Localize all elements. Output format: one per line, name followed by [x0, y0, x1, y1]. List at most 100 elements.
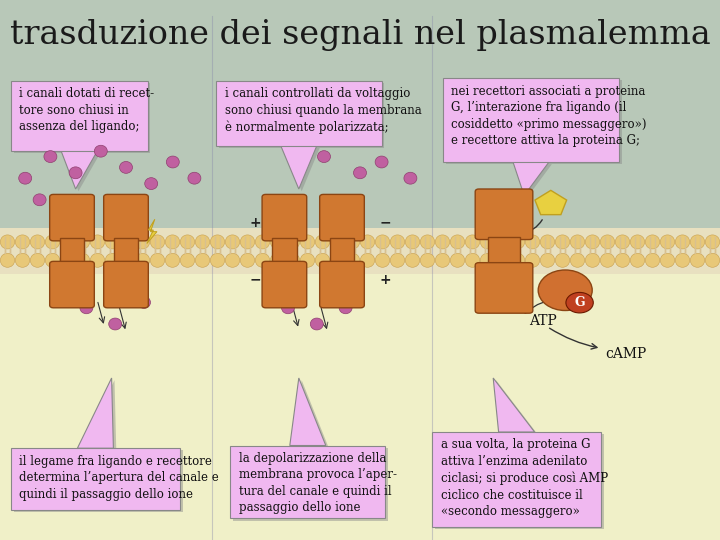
Polygon shape	[513, 162, 549, 195]
Polygon shape	[81, 380, 117, 450]
Ellipse shape	[225, 253, 240, 267]
Ellipse shape	[225, 235, 240, 249]
FancyBboxPatch shape	[262, 194, 307, 241]
Ellipse shape	[19, 172, 32, 184]
Ellipse shape	[76, 253, 90, 267]
Ellipse shape	[404, 172, 417, 184]
Ellipse shape	[109, 318, 122, 330]
Ellipse shape	[195, 235, 210, 249]
Ellipse shape	[465, 253, 480, 267]
Ellipse shape	[150, 253, 165, 267]
Ellipse shape	[390, 253, 405, 267]
FancyBboxPatch shape	[320, 194, 364, 241]
Ellipse shape	[188, 172, 201, 184]
FancyBboxPatch shape	[320, 261, 364, 308]
Ellipse shape	[90, 253, 104, 267]
FancyBboxPatch shape	[14, 450, 183, 512]
Ellipse shape	[630, 253, 644, 267]
Ellipse shape	[138, 296, 150, 308]
Ellipse shape	[600, 253, 615, 267]
FancyBboxPatch shape	[443, 78, 619, 162]
FancyBboxPatch shape	[104, 261, 148, 308]
Ellipse shape	[195, 253, 210, 267]
Ellipse shape	[45, 235, 60, 249]
FancyBboxPatch shape	[233, 448, 388, 521]
Ellipse shape	[15, 253, 30, 267]
Ellipse shape	[300, 235, 315, 249]
Text: cAMP: cAMP	[605, 347, 646, 361]
Ellipse shape	[166, 253, 180, 267]
Ellipse shape	[360, 235, 374, 249]
Ellipse shape	[480, 253, 495, 267]
Ellipse shape	[270, 235, 284, 249]
Polygon shape	[61, 151, 97, 189]
Text: +: +	[293, 215, 305, 230]
Ellipse shape	[315, 253, 330, 267]
Ellipse shape	[270, 253, 284, 267]
Text: −: −	[293, 273, 305, 287]
Ellipse shape	[30, 253, 45, 267]
Ellipse shape	[480, 235, 495, 249]
Ellipse shape	[60, 253, 75, 267]
Ellipse shape	[405, 253, 420, 267]
FancyBboxPatch shape	[219, 83, 384, 148]
Ellipse shape	[706, 235, 720, 249]
Polygon shape	[289, 378, 325, 446]
Ellipse shape	[495, 235, 510, 249]
Polygon shape	[281, 146, 317, 189]
FancyBboxPatch shape	[0, 228, 720, 274]
Text: G: G	[575, 296, 585, 309]
Ellipse shape	[570, 235, 585, 249]
Ellipse shape	[69, 167, 82, 179]
Ellipse shape	[436, 253, 450, 267]
FancyBboxPatch shape	[432, 432, 601, 526]
Ellipse shape	[354, 167, 366, 179]
Ellipse shape	[94, 145, 107, 157]
FancyBboxPatch shape	[272, 238, 297, 264]
Ellipse shape	[105, 253, 120, 267]
Ellipse shape	[285, 253, 300, 267]
Ellipse shape	[256, 235, 270, 249]
FancyBboxPatch shape	[216, 81, 382, 146]
Ellipse shape	[600, 235, 615, 249]
Ellipse shape	[526, 253, 540, 267]
Polygon shape	[493, 378, 534, 432]
Ellipse shape	[33, 194, 46, 206]
Ellipse shape	[450, 235, 464, 249]
Ellipse shape	[256, 253, 270, 267]
Ellipse shape	[166, 156, 179, 168]
FancyBboxPatch shape	[330, 238, 354, 264]
Ellipse shape	[390, 235, 405, 249]
Ellipse shape	[150, 235, 165, 249]
FancyBboxPatch shape	[487, 237, 521, 265]
Ellipse shape	[420, 253, 435, 267]
FancyBboxPatch shape	[50, 194, 94, 241]
Ellipse shape	[105, 235, 120, 249]
Ellipse shape	[540, 253, 554, 267]
FancyBboxPatch shape	[11, 448, 180, 510]
Ellipse shape	[660, 235, 675, 249]
Text: il legame fra ligando e recettore
determina l’apertura del canale e
quindi il pa: il legame fra ligando e recettore determ…	[19, 455, 219, 501]
Ellipse shape	[420, 235, 435, 249]
Ellipse shape	[330, 253, 345, 267]
Ellipse shape	[616, 235, 630, 249]
Ellipse shape	[539, 270, 593, 310]
Text: a sua volta, la proteina G
attiva l’enzima adenilato
ciclasi; si produce così AM: a sua volta, la proteina G attiva l’enzi…	[441, 438, 608, 518]
Ellipse shape	[630, 235, 644, 249]
Ellipse shape	[526, 235, 540, 249]
FancyBboxPatch shape	[50, 261, 94, 308]
Ellipse shape	[76, 235, 90, 249]
Ellipse shape	[346, 253, 360, 267]
Ellipse shape	[0, 235, 14, 249]
Ellipse shape	[375, 235, 390, 249]
Text: +: +	[379, 273, 391, 287]
Ellipse shape	[120, 253, 135, 267]
Ellipse shape	[566, 292, 593, 313]
Polygon shape	[516, 164, 552, 198]
FancyBboxPatch shape	[104, 194, 148, 241]
Polygon shape	[284, 148, 320, 191]
Ellipse shape	[375, 156, 388, 168]
FancyBboxPatch shape	[475, 262, 533, 313]
Ellipse shape	[135, 235, 150, 249]
Ellipse shape	[690, 253, 705, 267]
